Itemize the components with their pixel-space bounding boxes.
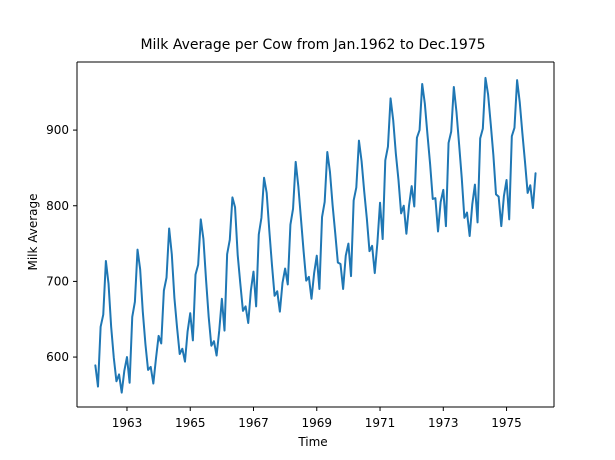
y-tick-label: 800 xyxy=(46,199,69,213)
x-tick-label: 1973 xyxy=(428,416,459,430)
x-tick-label: 1963 xyxy=(112,416,143,430)
x-tick-label: 1969 xyxy=(301,416,332,430)
chart-title: Milk Average per Cow from Jan.1962 to De… xyxy=(140,37,485,53)
x-axis-title: Time xyxy=(297,435,327,449)
y-axis-title: Milk Average xyxy=(26,193,40,270)
y-tick-label: 600 xyxy=(46,350,69,364)
x-tick-label: 1971 xyxy=(365,416,396,430)
x-tick-label: 1965 xyxy=(175,416,206,430)
series-line xyxy=(94,76,537,394)
y-tick-label: 900 xyxy=(46,123,69,137)
axes: 1963 1965 1967 1969 1971 1973 1975 600 700 800 900 xyxy=(46,61,555,430)
series-group xyxy=(94,76,537,394)
x-tick-label: 1975 xyxy=(491,416,522,430)
x-tick-label: 1967 xyxy=(238,416,269,430)
y-tick-label: 700 xyxy=(46,274,69,288)
